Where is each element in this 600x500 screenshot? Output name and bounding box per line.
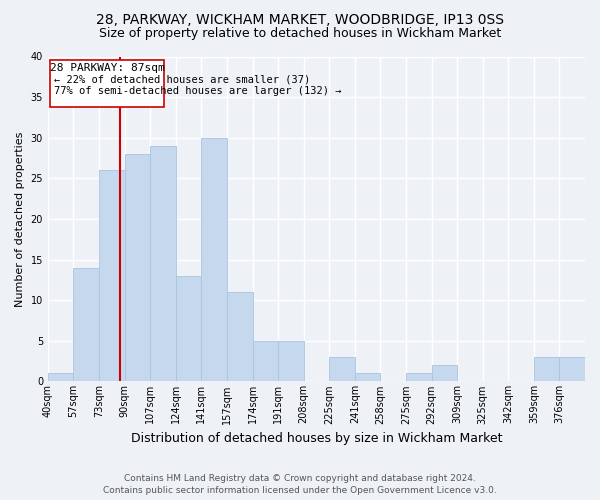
Bar <box>150 146 176 382</box>
Bar <box>50 60 164 107</box>
Bar <box>253 341 278 382</box>
Bar <box>355 374 380 382</box>
Text: 28, PARKWAY, WICKHAM MARKET, WOODBRIDGE, IP13 0SS: 28, PARKWAY, WICKHAM MARKET, WOODBRIDGE,… <box>96 12 504 26</box>
Bar <box>559 357 585 382</box>
Y-axis label: Number of detached properties: Number of detached properties <box>15 132 25 306</box>
Bar <box>99 170 125 382</box>
Bar <box>534 357 559 382</box>
Bar <box>48 374 73 382</box>
Text: Size of property relative to detached houses in Wickham Market: Size of property relative to detached ho… <box>99 28 501 40</box>
Bar <box>176 276 202 382</box>
Text: ← 22% of detached houses are smaller (37): ← 22% of detached houses are smaller (37… <box>55 74 311 85</box>
Bar <box>227 292 253 382</box>
Bar <box>278 341 304 382</box>
Bar <box>406 374 431 382</box>
Bar <box>125 154 150 382</box>
Bar <box>73 268 99 382</box>
X-axis label: Distribution of detached houses by size in Wickham Market: Distribution of detached houses by size … <box>131 432 502 445</box>
Bar <box>431 365 457 382</box>
Text: Contains HM Land Registry data © Crown copyright and database right 2024.
Contai: Contains HM Land Registry data © Crown c… <box>103 474 497 495</box>
Text: 28 PARKWAY: 87sqm: 28 PARKWAY: 87sqm <box>50 63 165 73</box>
Bar <box>202 138 227 382</box>
Text: 77% of semi-detached houses are larger (132) →: 77% of semi-detached houses are larger (… <box>55 86 342 96</box>
Bar <box>329 357 355 382</box>
